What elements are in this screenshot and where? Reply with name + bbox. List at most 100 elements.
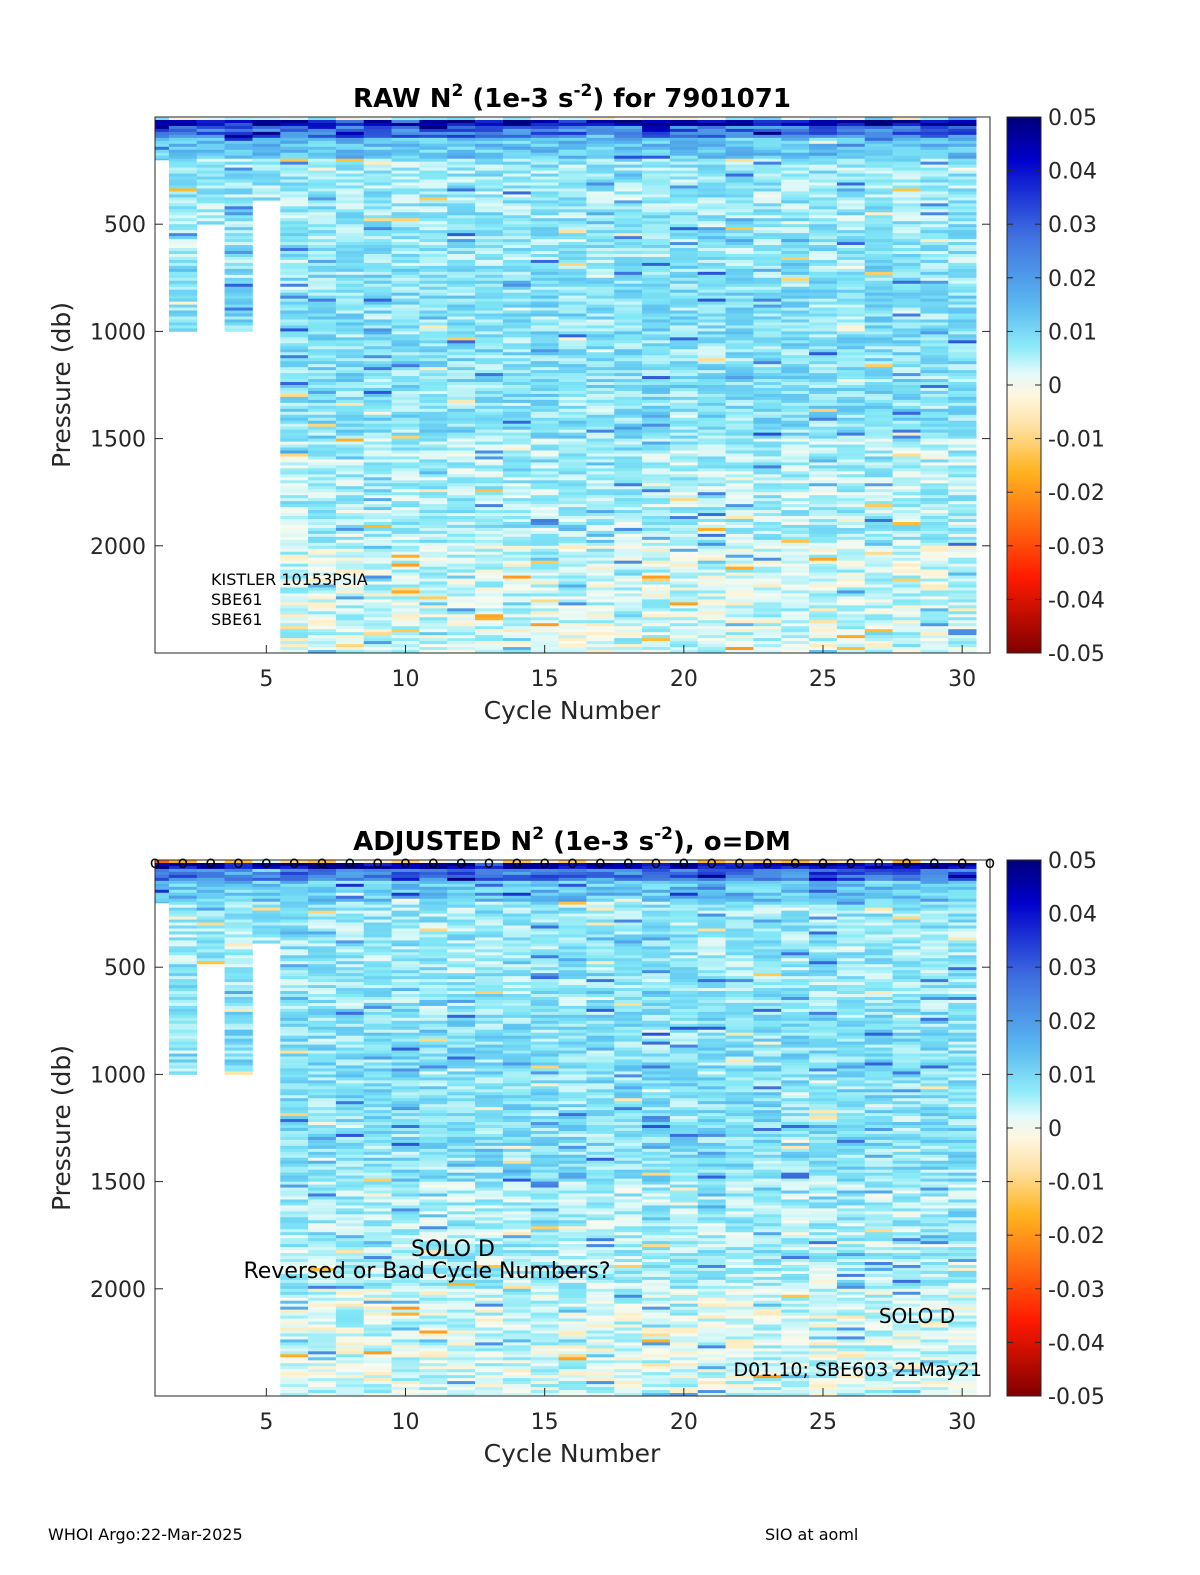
heatmap-cell <box>809 483 838 487</box>
heatmap-cell <box>725 206 754 210</box>
heatmap-cell <box>697 355 726 359</box>
heatmap-cell <box>892 590 921 594</box>
heatmap-cell <box>363 527 392 532</box>
heatmap-cell <box>809 239 838 243</box>
heatmap-cell <box>280 587 309 591</box>
heatmap-cell <box>447 146 476 151</box>
heatmap-cell <box>363 170 392 174</box>
heatmap-cell <box>920 140 949 145</box>
heatmap-cell <box>836 536 866 541</box>
heatmap-cell <box>308 283 337 288</box>
heatmap-cell <box>697 352 726 356</box>
heatmap-cell <box>363 644 392 648</box>
heatmap-cell <box>475 483 504 487</box>
heatmap-cell <box>363 343 392 347</box>
heatmap-cell <box>864 194 893 198</box>
heatmap-cell <box>614 358 643 362</box>
heatmap-cell <box>391 492 420 496</box>
heatmap-cell <box>502 495 532 499</box>
heatmap-cell <box>642 635 671 639</box>
heatmap-cell <box>948 170 977 174</box>
heatmap-cell <box>308 420 337 425</box>
heatmap-cell <box>224 1017 253 1022</box>
heatmap-cell <box>586 581 615 585</box>
heatmap-cell <box>697 262 726 267</box>
heatmap-cell <box>809 349 838 353</box>
heatmap-cell <box>809 340 838 344</box>
heatmap-cell <box>558 566 587 571</box>
heatmap-cell <box>196 152 225 157</box>
heatmap-cell <box>920 599 949 603</box>
heatmap-cell <box>558 346 587 350</box>
heatmap-cell <box>308 334 337 338</box>
heatmap-cell <box>586 495 615 499</box>
heatmap-cell <box>586 551 615 556</box>
heatmap-cell <box>920 447 949 451</box>
heatmap-cell <box>530 221 559 225</box>
heatmap-cell <box>335 256 365 261</box>
heatmap-cell <box>475 194 504 198</box>
heatmap-cell <box>948 242 977 246</box>
heatmap-cell <box>642 429 671 434</box>
heatmap-cell <box>669 524 699 529</box>
heatmap-cell <box>697 331 726 335</box>
heatmap-cell <box>753 283 782 288</box>
heatmap-cell <box>502 137 532 142</box>
heatmap-cell <box>502 480 532 484</box>
heatmap-cell <box>530 200 559 204</box>
heatmap-cell <box>502 533 532 538</box>
heatmap-cell <box>920 423 949 428</box>
heatmap-cell <box>669 122 699 127</box>
heatmap-cell <box>864 117 893 121</box>
heatmap-cell <box>642 620 671 624</box>
heatmap-cell <box>447 524 476 529</box>
heatmap-cell <box>669 125 699 130</box>
heatmap-cell <box>614 408 643 413</box>
heatmap-cell <box>419 489 448 493</box>
heatmap-cell <box>781 253 810 258</box>
heatmap-cell <box>836 337 866 341</box>
heatmap-cell <box>530 352 559 356</box>
heatmap-cell <box>502 623 532 627</box>
heatmap-cell <box>892 283 921 288</box>
heatmap-cell <box>280 402 309 407</box>
heatmap-cell <box>308 635 337 639</box>
heatmap-cell <box>614 245 643 249</box>
heatmap-cell <box>475 179 504 183</box>
heatmap-cell <box>753 498 782 502</box>
heatmap-cell <box>419 182 448 186</box>
heatmap-cell <box>558 310 587 314</box>
heatmap-cell <box>836 385 866 389</box>
heatmap-cell <box>642 185 671 189</box>
heatmap-cell <box>308 301 337 305</box>
heatmap-cell <box>168 976 198 980</box>
heatmap-cell <box>558 143 587 148</box>
heatmap-cell <box>614 590 643 594</box>
heatmap-cell <box>502 626 532 630</box>
heatmap-cell <box>502 167 532 171</box>
heatmap-cell <box>836 572 866 576</box>
heatmap-cell <box>363 149 392 154</box>
heatmap-cell <box>948 200 977 204</box>
heatmap-cell <box>669 185 699 189</box>
heatmap-cell <box>948 274 977 279</box>
heatmap-cell <box>586 510 615 514</box>
heatmap-cell <box>920 215 949 219</box>
heatmap-cell <box>864 382 893 386</box>
heatmap-cell <box>391 268 420 273</box>
heatmap-cell <box>252 173 281 177</box>
heatmap-cell <box>502 376 532 380</box>
heatmap-cell <box>892 289 921 294</box>
heatmap-cell <box>725 253 754 258</box>
heatmap-cell <box>836 382 866 386</box>
heatmap-cell <box>168 1050 198 1054</box>
heatmap-cell <box>725 271 754 276</box>
heatmap-cell <box>892 542 921 547</box>
heatmap-cell <box>363 274 392 279</box>
raw-colorbar-ticks: 0.050.040.030.020.010-0.01-0.02-0.03-0.0… <box>1007 106 1105 667</box>
heatmap-cell <box>475 188 504 192</box>
heatmap-cell <box>308 650 337 654</box>
heatmap-cell <box>558 542 587 547</box>
heatmap-cell <box>475 617 504 621</box>
heatmap-cell <box>363 236 392 240</box>
